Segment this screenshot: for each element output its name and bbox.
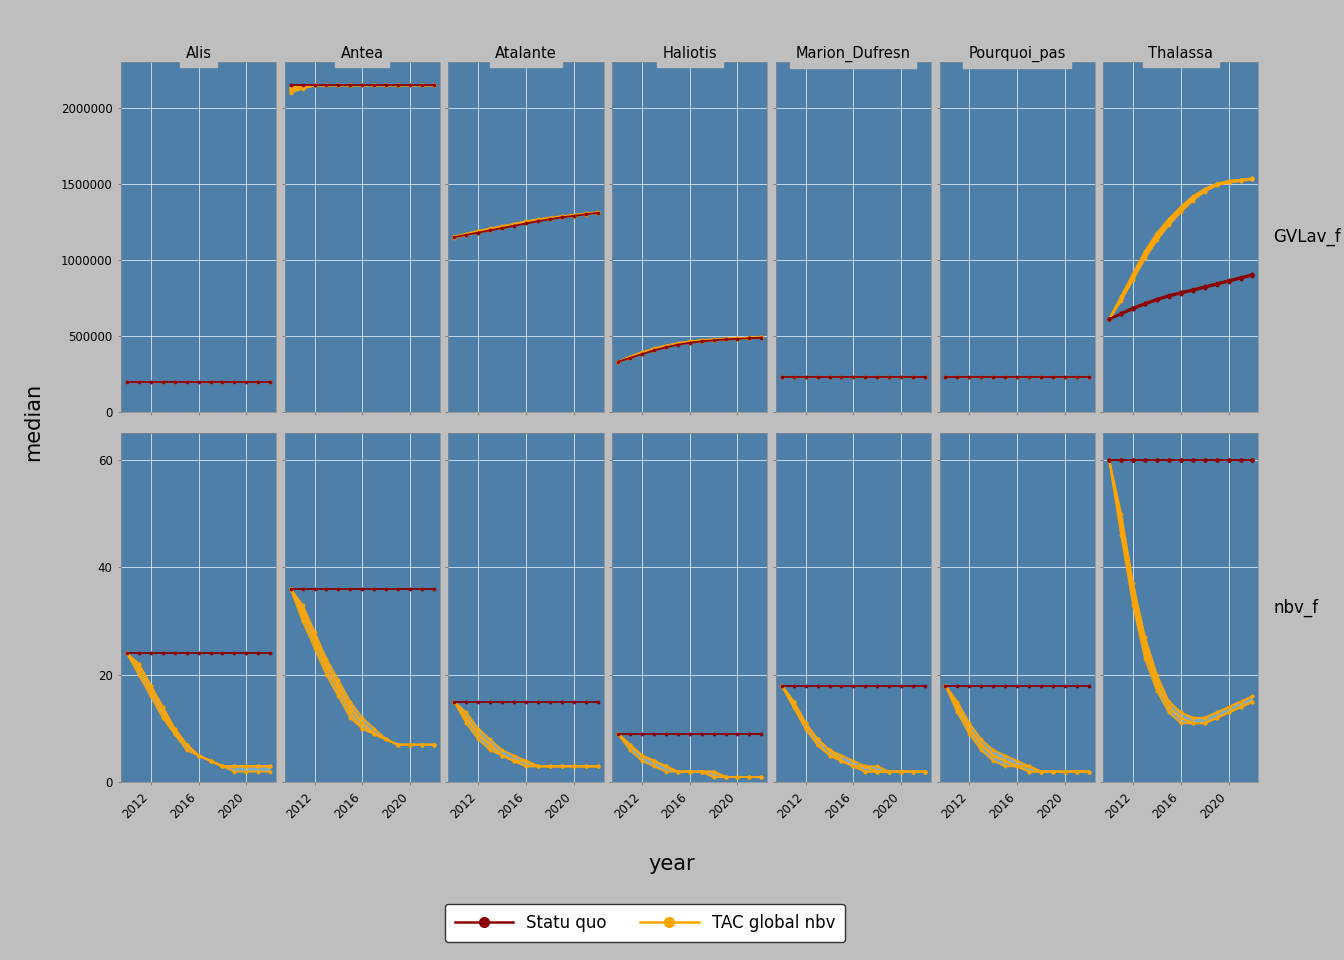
Title: Pourquoi_pas: Pourquoi_pas <box>969 46 1066 62</box>
Title: Haliotis: Haliotis <box>663 46 716 61</box>
Title: Alis: Alis <box>185 46 211 61</box>
Legend: Statu quo, TAC global nbv: Statu quo, TAC global nbv <box>445 904 845 942</box>
Text: year: year <box>649 854 695 874</box>
Text: GVLav_f: GVLav_f <box>1274 228 1341 247</box>
Text: nbv_f: nbv_f <box>1274 598 1318 616</box>
Title: Atalante: Atalante <box>495 46 556 61</box>
Title: Thalassa: Thalassa <box>1148 46 1214 61</box>
Title: Marion_Dufresn: Marion_Dufresn <box>796 46 911 62</box>
Title: Antea: Antea <box>341 46 384 61</box>
Text: median: median <box>24 383 43 462</box>
